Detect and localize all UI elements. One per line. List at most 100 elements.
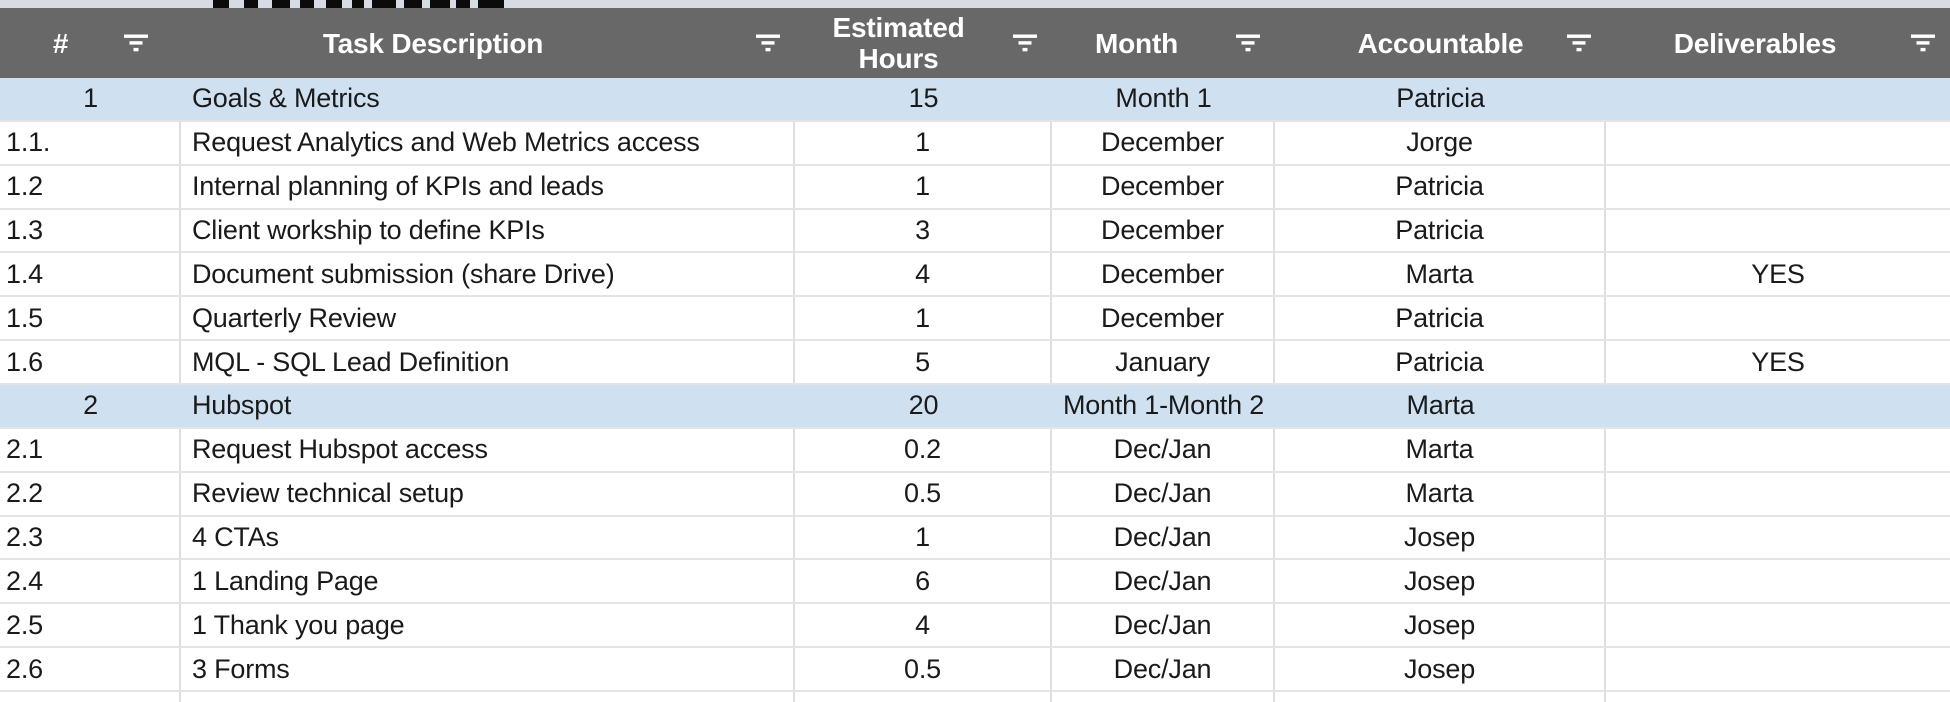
cell-number[interactable]: 1	[83, 83, 98, 114]
cell-task-description[interactable]: Request Hubspot access	[181, 428, 795, 471]
cell-estimated-hours[interactable]: 15	[908, 83, 939, 114]
cell-deliverables[interactable]	[1606, 385, 1950, 427]
cell-accountable[interactable]: Patricia	[1396, 83, 1485, 114]
cell-estimated-hours[interactable]: 3	[795, 209, 1052, 252]
cell-task-description[interactable]: Quarterly Review	[181, 297, 795, 340]
cell-task-description[interactable]	[181, 692, 795, 702]
cell-number[interactable]: 1.4	[0, 253, 181, 296]
cell-number[interactable]: 1.3	[0, 209, 181, 252]
cell-accountable[interactable]: Josep	[1275, 560, 1606, 603]
cell-number[interactable]: 1.6	[0, 341, 181, 384]
cell-month[interactable]: December	[1052, 253, 1275, 296]
cell-accountable[interactable]: Patricia	[1275, 297, 1606, 340]
cell-task-description[interactable]: 4 CTAs	[181, 516, 795, 559]
cell-estimated-hours[interactable]: 6	[795, 560, 1052, 603]
cell-number[interactable]: 1.2	[0, 165, 181, 208]
cell-estimated-hours[interactable]	[795, 692, 1052, 702]
cell-deliverables[interactable]	[1606, 78, 1950, 120]
filter-icon[interactable]	[1235, 33, 1261, 53]
cell-accountable[interactable]: Marta	[1275, 428, 1606, 471]
cell-deliverables[interactable]	[1606, 210, 1950, 252]
cell-month[interactable]: December	[1052, 165, 1275, 208]
cell-deliverables[interactable]	[1606, 648, 1950, 690]
column-header-estimated-hours[interactable]: Estimated Hours	[795, 8, 1052, 78]
filter-icon[interactable]	[123, 33, 149, 53]
cell-number[interactable]: 2.5	[0, 604, 181, 647]
column-header-number[interactable]: #	[0, 8, 181, 78]
cell-deliverables[interactable]	[1606, 560, 1950, 602]
cell-deliverables[interactable]	[1606, 604, 1950, 646]
cell-number[interactable]: 2.2	[0, 472, 181, 515]
cell-month[interactable]: Dec/Jan	[1052, 560, 1275, 603]
cell-task-description[interactable]: Hubspot	[192, 390, 292, 421]
cell-number[interactable]: 2.1	[0, 428, 181, 471]
column-header-accountable[interactable]: Accountable	[1275, 8, 1606, 78]
cell-accountable[interactable]: Jorge	[1275, 121, 1606, 164]
cell-accountable[interactable]: Marta	[1275, 253, 1606, 296]
cell-deliverables[interactable]	[1606, 517, 1950, 559]
cell-month[interactable]: Dec/Jan	[1052, 472, 1275, 515]
cell-deliverables[interactable]	[1606, 429, 1950, 471]
cell-accountable[interactable]	[1275, 692, 1606, 702]
cell-task-description[interactable]: Internal planning of KPIs and leads	[181, 165, 795, 208]
filter-icon[interactable]	[1012, 33, 1038, 53]
cell-month[interactable]: Month 1-Month 2	[1062, 390, 1265, 421]
cell-task-description[interactable]: 1 Thank you page	[181, 604, 795, 647]
cell-number[interactable]: 2	[83, 390, 98, 421]
cell-accountable[interactable]: Marta	[1275, 472, 1606, 515]
cell-month[interactable]	[1052, 692, 1275, 702]
cell-task-description[interactable]: Document submission (share Drive)	[181, 253, 795, 296]
column-header-task-description[interactable]: Task Description	[181, 8, 795, 78]
cell-estimated-hours[interactable]: 0.2	[795, 428, 1052, 471]
cell-number[interactable]: 1.1.	[0, 121, 181, 164]
cell-estimated-hours[interactable]: 1	[795, 297, 1052, 340]
cell-month[interactable]: Month 1	[1115, 83, 1212, 114]
cell-month[interactable]: Dec/Jan	[1052, 516, 1275, 559]
cell-number[interactable]: 2.4	[0, 560, 181, 603]
cell-accountable[interactable]: Patricia	[1275, 165, 1606, 208]
cell-number[interactable]: 1.5	[0, 297, 181, 340]
cell-task-description[interactable]: 3 Forms	[181, 648, 795, 691]
cell-estimated-hours[interactable]: 1	[795, 516, 1052, 559]
cell-estimated-hours[interactable]: 4	[795, 253, 1052, 296]
cell-accountable[interactable]: Patricia	[1275, 209, 1606, 252]
cell-month[interactable]: Dec/Jan	[1052, 604, 1275, 647]
cell-month[interactable]: December	[1052, 209, 1275, 252]
cell-number[interactable]	[0, 692, 181, 702]
cell-deliverables[interactable]	[1606, 473, 1950, 515]
cell-estimated-hours[interactable]: 5	[795, 341, 1052, 384]
cell-estimated-hours[interactable]: 20	[908, 390, 939, 421]
cell-number[interactable]: 2.3	[0, 516, 181, 559]
cell-deliverables[interactable]	[1606, 166, 1950, 208]
cell-task-description[interactable]: Review technical setup	[181, 472, 795, 515]
cell-accountable[interactable]: Josep	[1275, 648, 1606, 691]
cell-month[interactable]: January	[1052, 341, 1275, 384]
cell-estimated-hours[interactable]: 1	[795, 165, 1052, 208]
cell-deliverables[interactable]	[1606, 122, 1950, 164]
column-header-month[interactable]: Month	[1052, 8, 1275, 78]
cell-estimated-hours[interactable]: 4	[795, 604, 1052, 647]
cell-task-description[interactable]: Client workship to define KPIs	[181, 209, 795, 252]
cell-estimated-hours[interactable]: 1	[795, 121, 1052, 164]
cell-deliverables[interactable]: YES	[1751, 346, 1805, 377]
column-header-deliverables[interactable]: Deliverables	[1606, 8, 1950, 78]
cell-accountable[interactable]: Patricia	[1275, 341, 1606, 384]
cell-number[interactable]: 2.6	[0, 648, 181, 691]
cell-accountable[interactable]: Josep	[1275, 604, 1606, 647]
cell-estimated-hours[interactable]: 0.5	[795, 472, 1052, 515]
cell-task-description[interactable]: 1 Landing Page	[181, 560, 795, 603]
cell-accountable[interactable]: Marta	[1406, 390, 1475, 421]
cell-month[interactable]: December	[1052, 121, 1275, 164]
cell-deliverables[interactable]	[1606, 692, 1950, 702]
cell-month[interactable]: Dec/Jan	[1052, 428, 1275, 471]
cell-task-description[interactable]: MQL - SQL Lead Definition	[181, 341, 795, 384]
cell-task-description[interactable]: Request Analytics and Web Metrics access	[181, 121, 795, 164]
cell-accountable[interactable]: Josep	[1275, 516, 1606, 559]
filter-icon[interactable]	[1910, 33, 1936, 53]
cell-estimated-hours[interactable]: 0.5	[795, 648, 1052, 691]
cell-deliverables[interactable]	[1606, 297, 1950, 339]
cell-task-description[interactable]: Goals & Metrics	[192, 83, 380, 114]
filter-icon[interactable]	[755, 33, 781, 53]
cell-month[interactable]: December	[1052, 297, 1275, 340]
cell-deliverables[interactable]: YES	[1751, 258, 1805, 289]
